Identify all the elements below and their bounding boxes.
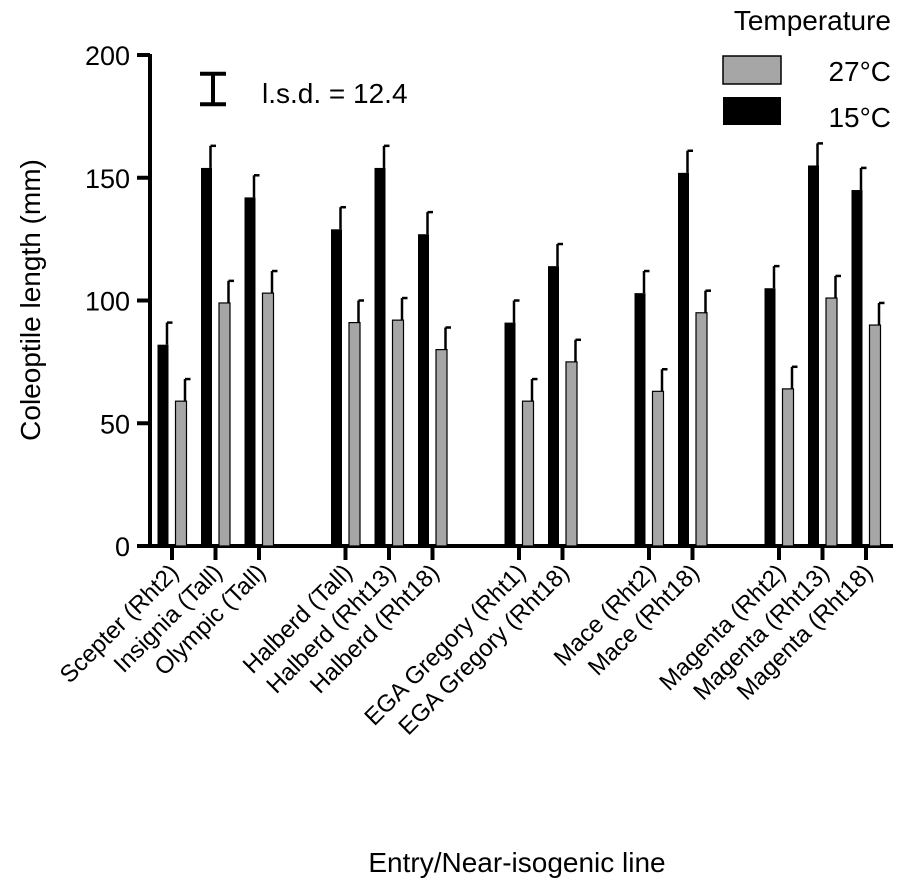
y-tick-label: 100 [85, 287, 130, 317]
bar-27c [868, 324, 882, 547]
bar-15c [764, 288, 776, 546]
bar-15c [201, 167, 212, 546]
legend: Temperature 27°C 15°C [722, 5, 891, 133]
category-labels: Scepter (Rht2)Insignia (Tall)Olympic (Ta… [55, 559, 878, 740]
y-axis-title: Coleoptile length (mm) [15, 159, 46, 441]
y-tick-label: 150 [85, 164, 130, 194]
bar-27c [781, 388, 795, 547]
x-axis-title: Entry/Near-isogenic line [368, 847, 665, 878]
legend-swatch-27c [722, 55, 782, 85]
bar-15c [634, 293, 646, 546]
bar-27c [565, 361, 578, 547]
bar-27c [348, 321, 361, 547]
bar-15c [244, 197, 256, 546]
bar-15c [548, 266, 559, 546]
bar-15c [678, 172, 689, 546]
x-axis [148, 544, 893, 560]
y-tick-label: 50 [100, 409, 130, 439]
legend-swatch-15c [723, 97, 781, 125]
legend-title: Temperature [734, 5, 891, 36]
legend-label-27c: 27°C [828, 56, 891, 87]
bar-27c [651, 390, 665, 547]
bar-15c [374, 167, 386, 546]
bar-15c [851, 190, 863, 546]
bar-15c [157, 344, 169, 546]
bar-27c [695, 312, 708, 547]
legend-label-15c: 15°C [828, 102, 891, 133]
bar-27c [391, 319, 405, 547]
bar-27c [174, 400, 188, 547]
y-tick-label: 200 [85, 41, 130, 71]
bars [157, 142, 885, 547]
lsd-error-bar [200, 71, 226, 107]
y-tick-label: 0 [115, 532, 130, 562]
bar-27c [521, 400, 535, 547]
lsd-label: l.s.d. = 12.4 [262, 78, 408, 109]
lsd-annotation: l.s.d. = 12.4 [200, 71, 408, 109]
bar-27c [825, 297, 838, 547]
bar-15c [808, 165, 819, 546]
bar-15c [504, 322, 516, 546]
bar-27c [218, 302, 231, 547]
bar-27c [435, 349, 448, 547]
bar-15c [418, 234, 429, 546]
bar-27c [261, 292, 275, 547]
y-axis: 0 50 100 150 200 [85, 41, 152, 562]
bar-15c [331, 229, 342, 546]
